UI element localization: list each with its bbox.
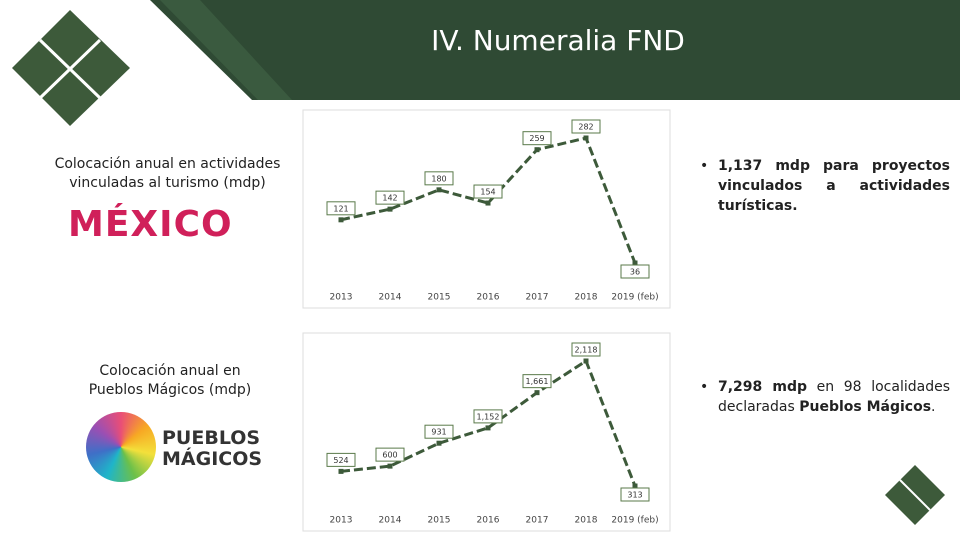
data-label: 600 xyxy=(382,451,397,460)
bullet-text: Pueblos Mágicos xyxy=(799,399,932,415)
header-band xyxy=(150,0,960,100)
logo-small xyxy=(885,465,945,525)
logo xyxy=(12,10,130,126)
marker xyxy=(338,468,344,474)
caption: Colocación anual en actividades vinculad… xyxy=(54,156,281,191)
header-stripe xyxy=(160,0,292,100)
caption: Colocación anual en Pueblos Mágicos (mdp… xyxy=(88,363,252,398)
x-tick-label: 2015 xyxy=(428,293,451,303)
data-label: 1,661 xyxy=(526,377,549,386)
label-box xyxy=(326,452,356,467)
data-label: 180 xyxy=(431,174,446,183)
data-label: 313 xyxy=(627,491,642,500)
marker xyxy=(485,200,491,206)
marker xyxy=(436,440,442,446)
bullet-text: 1,137 mdp para proyectos vinculados a ac… xyxy=(718,158,950,214)
data-label: 931 xyxy=(431,428,446,437)
data-label: 1,152 xyxy=(477,412,500,421)
x-tick-label: 2016 xyxy=(477,293,500,303)
chart-frame xyxy=(302,109,671,309)
label-box xyxy=(326,201,356,216)
x-tick-label: 2017 xyxy=(526,293,549,303)
label-box xyxy=(473,184,503,199)
marker xyxy=(632,260,638,266)
data-label: 36 xyxy=(630,268,640,277)
marker xyxy=(632,483,638,489)
x-tick-label: 2014 xyxy=(379,516,402,526)
bullet-text: . xyxy=(931,399,936,415)
data-label: 154 xyxy=(480,188,495,197)
label-box xyxy=(522,131,552,146)
marker xyxy=(436,187,442,193)
label-box xyxy=(473,409,503,424)
x-tick-label: 2019 (feb) xyxy=(611,293,658,303)
x-tick-label: 2013 xyxy=(330,293,353,303)
marker xyxy=(534,390,540,396)
marker xyxy=(534,147,540,153)
data-label: 142 xyxy=(382,194,397,203)
marker xyxy=(583,135,589,141)
marker xyxy=(583,358,589,364)
logo-text: PUEBLOS MÁGICOS xyxy=(162,427,263,470)
bullet-text: en 98 localidades declaradas xyxy=(718,379,950,415)
x-tick-label: 2017 xyxy=(526,516,549,526)
label-box xyxy=(424,171,454,186)
chart-frame xyxy=(302,332,671,532)
marker xyxy=(387,206,393,212)
x-tick-label: 2018 xyxy=(575,293,598,303)
label-box xyxy=(571,342,601,357)
label-box xyxy=(375,190,405,205)
marker xyxy=(338,217,344,223)
data-label: 2,118 xyxy=(575,346,598,355)
data-label: 259 xyxy=(529,134,544,143)
x-tick-label: 2018 xyxy=(575,516,598,526)
x-tick-label: 2016 xyxy=(477,516,500,526)
bullet-text: 7,298 mdp xyxy=(718,379,807,395)
label-box xyxy=(620,264,650,279)
label-box xyxy=(620,487,650,502)
x-tick-label: 2015 xyxy=(428,516,451,526)
data-label: 121 xyxy=(333,204,348,213)
data-label: 282 xyxy=(578,123,593,132)
title: IV. Numeralia FND xyxy=(431,24,685,57)
label-box xyxy=(375,447,405,462)
x-tick-label: 2013 xyxy=(330,516,353,526)
bullet: 1,137 mdp para proyectos vinculados a ac… xyxy=(700,156,950,216)
bullet: 7,298 mdp en 98 localidades declaradas P… xyxy=(700,377,950,417)
x-tick-label: 2014 xyxy=(379,293,402,303)
data-label: 524 xyxy=(333,456,348,465)
x-tick-label: 2019 (feb) xyxy=(611,516,658,526)
label-box xyxy=(571,119,601,134)
logo-flower xyxy=(86,412,156,482)
label-box xyxy=(424,424,454,439)
label-box xyxy=(522,374,552,389)
marker xyxy=(387,463,393,469)
marker xyxy=(485,425,491,431)
logo-text: MÉXICO xyxy=(68,204,233,245)
